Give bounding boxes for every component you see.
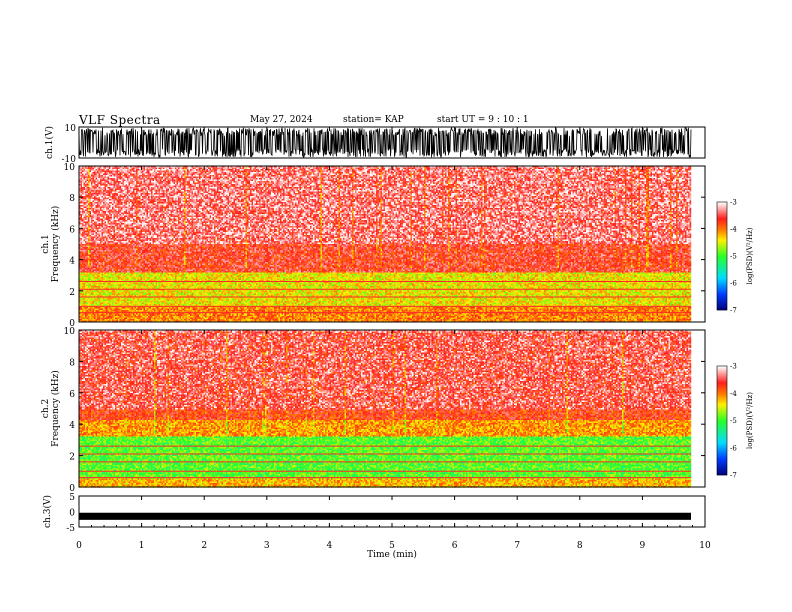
spectrogram-1-colorbar-tick: -6 — [730, 280, 737, 288]
x-axis-label: Time (min) — [367, 549, 417, 560]
spectrogram-1-ylabel-frequency: Frequency (kHz) — [50, 206, 61, 283]
spectrogram-2-colorbar-tick: -7 — [730, 472, 737, 480]
x-tick-label: 0 — [76, 541, 82, 551]
spectrogram-2-ylabel-frequency: Frequency (kHz) — [50, 370, 61, 447]
ch3-waveform-frame — [79, 496, 705, 527]
x-tick-label: 8 — [577, 541, 583, 551]
spectrogram-1-image — [79, 166, 691, 322]
spectrogram-1-ytick-label: 2 — [69, 288, 75, 298]
spectrogram-2-ytick-label: 8 — [69, 358, 75, 368]
spectrogram-1-ytick-label: 8 — [69, 194, 75, 204]
x-tick-label: 3 — [264, 541, 270, 551]
spectrogram-1-ytick-label: 6 — [69, 225, 75, 235]
spectrogram-2-ytick-label: 4 — [69, 421, 75, 431]
spectrogram-1-ytick-label: 10 — [64, 163, 76, 173]
spectrogram-2-colorbar-tick: -6 — [730, 444, 737, 452]
ch1-ytick-top: 10 — [65, 124, 77, 134]
x-tick-label: 10 — [699, 541, 711, 551]
spectrogram-2-ytick-label: 10 — [64, 327, 76, 337]
ch3-ytick-label: 0 — [69, 509, 75, 519]
ch1-ylabel: ch.1(V) — [44, 126, 55, 159]
spectrogram-1-colorbar-tick: -4 — [730, 226, 737, 234]
x-tick-label: 6 — [452, 541, 458, 551]
x-tick-label: 9 — [640, 541, 646, 551]
spectrogram-1-colorbar-tick: -5 — [730, 253, 737, 261]
ch1-waveform-line — [79, 128, 691, 157]
spectrogram-1-ytick-label: 4 — [69, 257, 75, 267]
ch3-ytick-label: 5 — [69, 493, 75, 503]
vlf-figure: 10-10ch.1(V)0246810ch.1 Frequency (kHz)-3… — [0, 0, 792, 612]
spectrogram-2-image — [79, 330, 691, 488]
spectrogram-2-ytick-label: 2 — [69, 453, 75, 463]
x-tick-label: 1 — [139, 541, 145, 551]
x-tick-label: 2 — [201, 541, 207, 551]
ch3-ylabel: ch.3(V) — [42, 495, 53, 528]
spectrogram-2-ylabel-channel: ch.2 — [41, 399, 51, 418]
ch3-ytick-label: -5 — [66, 524, 75, 534]
ch3-waveform-band — [79, 513, 691, 520]
x-tick-label: 4 — [327, 541, 333, 551]
spectrogram-1-ylabel-channel: ch.1 — [41, 234, 51, 253]
spectrogram-2-colorbar-tick: -4 — [730, 390, 737, 398]
spectrogram-1-colorbar-label: log(PSD)(V²/Hz) — [746, 227, 754, 284]
spectrogram-2-ytick-label: 6 — [69, 390, 75, 400]
spectrogram-2-colorbar-label: log(PSD)(V²/Hz) — [746, 392, 754, 449]
spectrogram-2-colorbar-tick: -3 — [730, 363, 737, 371]
spectrogram-2-colorbar-tick: -5 — [730, 417, 737, 425]
spectrogram-1-colorbar-tick: -7 — [730, 307, 737, 315]
x-tick-label: 7 — [514, 541, 520, 551]
spectrogram-1-colorbar-tick: -3 — [730, 199, 737, 207]
